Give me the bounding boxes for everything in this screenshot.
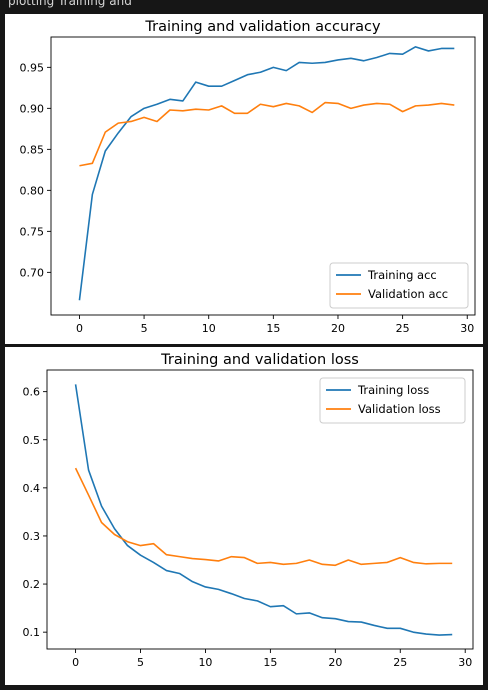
legend-label: Training loss [357, 383, 429, 397]
plot-frame [46, 369, 474, 650]
top-caption: plotting Training and [0, 0, 488, 14]
x-tick-label: 20 [331, 322, 345, 335]
y-tick-label: 0.95 [20, 61, 45, 74]
legend-box [329, 262, 469, 309]
y-tick-label: 0.75 [20, 225, 45, 238]
x-tick-label: 5 [141, 322, 148, 335]
x-tick-label: 10 [198, 656, 212, 669]
y-tick-label: 0.70 [20, 266, 45, 279]
y-tick-label: 0.5 [23, 434, 41, 447]
chart-title: Training and validation loss [160, 352, 359, 368]
x-tick-label: 10 [202, 322, 216, 335]
series-line-training-loss [74, 384, 453, 636]
x-tick-label: 15 [266, 322, 280, 335]
y-tick-label: 0.4 [23, 482, 41, 495]
x-tick-label: 25 [393, 656, 407, 669]
legend-label: Validation loss [358, 402, 441, 416]
y-tick-label: 0.90 [20, 102, 45, 115]
y-tick-label: 0.6 [23, 386, 41, 399]
y-tick-label: 0.1 [23, 626, 41, 639]
legend-label: Validation acc [368, 287, 448, 301]
legend-label: Training acc [367, 268, 437, 282]
plot-frame [50, 36, 476, 316]
y-tick-label: 0.85 [20, 143, 45, 156]
series-line-validation-loss [74, 467, 453, 567]
series-line-training-acc [78, 46, 455, 301]
y-tick-label: 0.80 [20, 184, 45, 197]
legend: Training acc Validation acc [329, 262, 469, 309]
legend: Training loss Validation loss [319, 377, 466, 424]
accuracy-chart-panel: Training and validation accuracy 0 5 10 15 20… [5, 14, 483, 344]
series-line-validation-acc [79, 101, 455, 167]
x-tick-label: 25 [396, 322, 410, 335]
x-tick-label: 20 [328, 656, 342, 669]
x-tick-label: 5 [137, 656, 144, 669]
x-tick-label: 0 [76, 322, 83, 335]
accuracy-chart: Training and validation accuracy 0 5 10 15 20… [20, 19, 476, 335]
x-tick-label: 15 [263, 656, 277, 669]
x-tick-label: 30 [458, 656, 472, 669]
y-tick-label: 0.2 [23, 578, 41, 591]
x-tick-label: 30 [460, 322, 474, 335]
loss-chart: Training and validation loss 0 5 10 15 20 25 30… [23, 352, 474, 669]
loss-chart-panel: Training and validation loss 0 5 10 15 20 25 30… [5, 347, 483, 685]
legend-box [319, 377, 466, 424]
x-tick-label: 0 [72, 656, 79, 669]
chart-title: Training and validation accuracy [144, 19, 381, 35]
y-tick-label: 0.3 [23, 530, 41, 543]
top-caption-text: plotting Training and [8, 0, 132, 8]
